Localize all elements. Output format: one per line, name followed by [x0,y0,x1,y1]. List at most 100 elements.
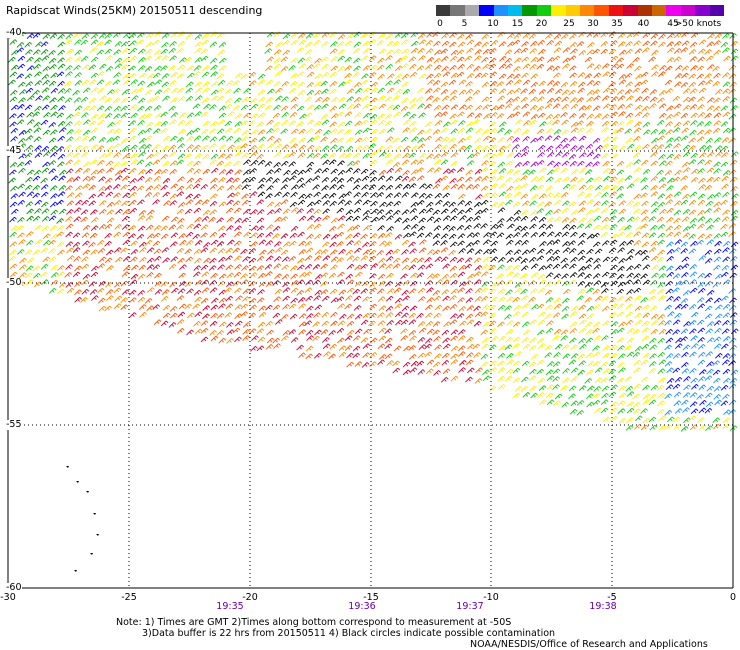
wind-barb [706,361,714,368]
wind-barb [544,344,553,351]
wind-barb [610,264,618,271]
wind-barb [642,32,651,39]
wind-barb [586,96,594,103]
wind-barb [514,191,522,198]
wind-barb [618,145,627,152]
wind-barb [184,248,192,255]
wind-barb [546,65,555,72]
wind-barb [545,176,554,183]
wind-barb [273,63,282,70]
wind-barb [594,184,603,191]
wind-barb [234,184,243,191]
wind-barb [513,210,522,216]
wind-barb [384,145,393,151]
wind-barb [530,40,538,47]
wind-barb [552,361,561,368]
wind-barb [680,112,689,119]
wind-barb [73,97,82,103]
wind-barb [378,33,386,39]
wind-barb [681,351,689,358]
wind-barb [656,169,664,176]
wind-barb [402,361,411,368]
wind-barb [648,216,657,222]
wind-barb [585,161,593,168]
wind-barb [651,64,659,71]
wind-barb [562,47,571,53]
wind-barb [626,391,635,397]
colorbar-label: 10 [487,19,499,29]
wind-barb [576,145,585,151]
wind-barb [466,47,474,54]
wind-barb [546,217,555,223]
wind-barb [537,248,545,255]
wind-barb [169,41,177,47]
wind-barb [418,217,427,224]
wind-barb [570,376,579,382]
wind-barb [226,329,235,336]
wind-barb [642,312,651,319]
wind-barb [49,225,58,232]
wind-barb [409,208,418,214]
wind-barb [344,191,352,197]
wind-barb [560,257,569,264]
lon-label: -20 [242,592,258,603]
colorbar-swatch [508,5,523,16]
wind-barb [386,168,395,174]
wind-barb [179,240,187,246]
wind-barb [408,183,417,189]
wind-barb [234,336,242,343]
wind-barb [10,193,19,200]
wind-barb [690,408,699,415]
wind-barb [458,193,466,200]
wind-barb [34,199,43,206]
wind-barb [626,401,635,408]
wind-barb [129,178,138,184]
wind-barb [682,88,691,94]
wind-barb [626,289,634,295]
wind-barb [408,288,417,295]
wind-barb [225,264,234,271]
wind-barb [610,233,619,240]
wind-barb [520,215,529,222]
wind-barb [394,217,402,224]
wind-barb [227,144,235,151]
wind-barb [249,304,257,311]
wind-barb [576,177,585,184]
wind-barb [74,192,83,199]
wind-barb [99,200,107,206]
wind-barb [8,79,16,86]
wind-barb [576,295,584,301]
wind-barb [24,184,33,191]
wind-barb [48,248,56,254]
wind-barb [546,361,555,367]
wind-barb [417,287,426,294]
wind-barb [314,233,322,240]
wind-barb [360,255,369,262]
wind-barb [137,175,145,182]
wind-barb [97,71,105,77]
wind-barb [18,138,26,144]
wind-barb [562,353,571,359]
wind-barb [536,255,545,262]
wind-barb [704,313,713,320]
wind-barb [313,295,321,301]
wind-barb [483,152,491,159]
wind-barb [584,282,593,288]
wind-barb [178,303,187,310]
wind-barb [488,63,497,70]
wind-barb [512,201,521,208]
wind-barb [664,393,673,400]
wind-barb [88,193,97,200]
wind-barb [497,367,506,373]
wind-barb [440,159,449,166]
wind-barb [32,249,41,256]
wind-barb [297,90,306,96]
wind-barb [360,233,368,240]
wind-barb [65,223,74,230]
wind-barb [449,65,457,71]
wind-barb [384,343,393,350]
wind-barb [409,248,417,254]
wind-barb [609,191,617,197]
wind-barb [168,224,177,231]
wind-barb [481,145,490,152]
